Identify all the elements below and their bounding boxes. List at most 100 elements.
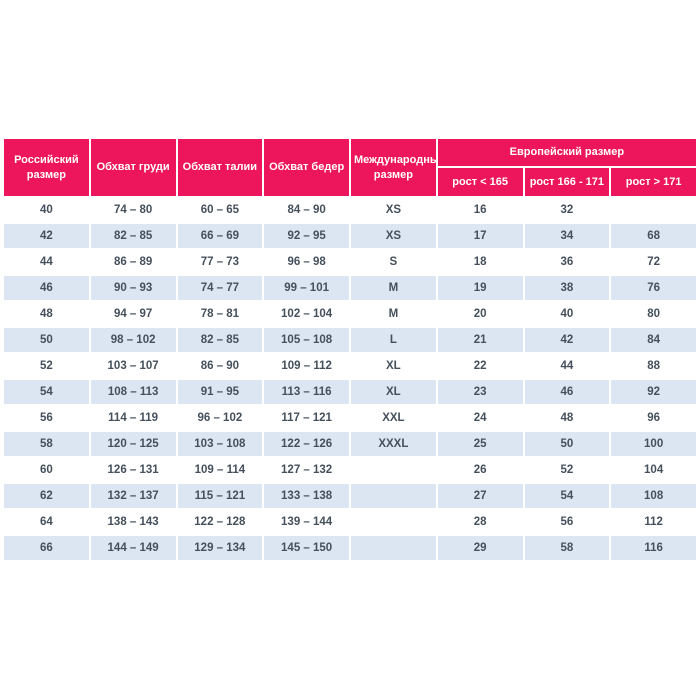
- table-cell: 58: [524, 536, 610, 560]
- table-cell: 115 – 121: [177, 484, 263, 508]
- table-cell: XXXL: [351, 432, 436, 456]
- table-cell: [351, 484, 436, 508]
- table-cell: XS: [351, 224, 436, 248]
- table-cell: 84 – 90: [264, 198, 349, 222]
- table-row: 52 103 – 107 86 – 90 109 – 112 XL 22 44 88: [4, 354, 696, 378]
- table-cell: 76: [611, 276, 696, 300]
- table-cell: 77 – 73: [177, 250, 263, 274]
- table-cell: 20: [437, 302, 523, 326]
- table-cell: 78 – 81: [177, 302, 263, 326]
- size-chart-table: Российский размер Обхват груди Обхват та…: [2, 137, 698, 562]
- table-cell: 44: [524, 354, 610, 378]
- table-cell: 60 – 65: [177, 198, 263, 222]
- table-cell: 56: [4, 406, 89, 430]
- col-header-hips: Обхват бедер: [264, 139, 349, 196]
- table-cell: 122 – 128: [177, 510, 263, 534]
- table-cell: 117 – 121: [264, 406, 349, 430]
- table-cell: 96 – 98: [264, 250, 349, 274]
- table-cell: 21: [437, 328, 523, 352]
- table-cell: [611, 198, 696, 222]
- col-header-waist: Обхват талии: [177, 139, 263, 196]
- table-cell: 54: [524, 484, 610, 508]
- table-cell: 64: [4, 510, 89, 534]
- table-cell: 127 – 132: [264, 458, 349, 482]
- table-row: 54 108 – 113 91 – 95 113 – 116 XL 23 46 92: [4, 380, 696, 404]
- table-cell: 74 – 77: [177, 276, 263, 300]
- table-row: 62 132 – 137 115 – 121 133 – 138 27 54 108: [4, 484, 696, 508]
- table-cell: 120 – 125: [90, 432, 176, 456]
- table-cell: 112: [611, 510, 696, 534]
- table-cell: 82 – 85: [177, 328, 263, 352]
- table-cell: 29: [437, 536, 523, 560]
- table-cell: 62: [4, 484, 89, 508]
- table-cell: 40: [524, 302, 610, 326]
- size-chart-body: 40 74 – 80 60 – 65 84 – 90 XS 16 32 42 82 – 85 66…: [4, 198, 696, 560]
- table-cell: 22: [437, 354, 523, 378]
- table-cell: L: [351, 328, 436, 352]
- table-row: 48 94 – 97 78 – 81 102 – 104 M 20 40 80: [4, 302, 696, 326]
- table-cell: 52: [524, 458, 610, 482]
- table-cell: 34: [524, 224, 610, 248]
- table-cell: M: [351, 302, 436, 326]
- table-cell: XS: [351, 198, 436, 222]
- table-row: 66 144 – 149 129 – 134 145 – 150 29 58 116: [4, 536, 696, 560]
- table-cell: [351, 510, 436, 534]
- table-row: 50 98 – 102 82 – 85 105 – 108 L 21 42 84: [4, 328, 696, 352]
- table-cell: [351, 458, 436, 482]
- table-row: 44 86 – 89 77 – 73 96 – 98 S 18 36 72: [4, 250, 696, 274]
- table-cell: 82 – 85: [90, 224, 176, 248]
- table-cell: 50: [4, 328, 89, 352]
- table-cell: 139 – 144: [264, 510, 349, 534]
- col-header-height-lt-165: рост < 165: [437, 168, 523, 196]
- table-cell: 42: [4, 224, 89, 248]
- table-cell: 74 – 80: [90, 198, 176, 222]
- table-cell: 98 – 102: [90, 328, 176, 352]
- table-cell: 19: [437, 276, 523, 300]
- table-cell: 48: [524, 406, 610, 430]
- col-header-chest: Обхват груди: [90, 139, 176, 196]
- table-cell: 60: [4, 458, 89, 482]
- table-cell: 94 – 97: [90, 302, 176, 326]
- table-cell: XL: [351, 380, 436, 404]
- table-cell: 145 – 150: [264, 536, 349, 560]
- col-header-european-size-group: Европейский размер: [437, 139, 696, 166]
- table-cell: 66: [4, 536, 89, 560]
- table-row: 60 126 – 131 109 – 114 127 – 132 26 52 104: [4, 458, 696, 482]
- table-cell: 99 – 101: [264, 276, 349, 300]
- table-cell: 25: [437, 432, 523, 456]
- table-cell: 66 – 69: [177, 224, 263, 248]
- table-cell: 86 – 90: [177, 354, 263, 378]
- table-cell: 92: [611, 380, 696, 404]
- size-chart-header: Российский размер Обхват груди Обхват та…: [4, 139, 696, 196]
- table-cell: 105 – 108: [264, 328, 349, 352]
- table-cell: 54: [4, 380, 89, 404]
- table-cell: S: [351, 250, 436, 274]
- table-cell: 103 – 108: [177, 432, 263, 456]
- table-cell: 132 – 137: [90, 484, 176, 508]
- table-cell: 122 – 126: [264, 432, 349, 456]
- table-row: 64 138 – 143 122 – 128 139 – 144 28 56 112: [4, 510, 696, 534]
- table-cell: 58: [4, 432, 89, 456]
- table-cell: 103 – 107: [90, 354, 176, 378]
- table-cell: 80: [611, 302, 696, 326]
- table-cell: 144 – 149: [90, 536, 176, 560]
- table-cell: 138 – 143: [90, 510, 176, 534]
- table-cell: 23: [437, 380, 523, 404]
- table-cell: 16: [437, 198, 523, 222]
- table-cell: 108 – 113: [90, 380, 176, 404]
- table-cell: 52: [4, 354, 89, 378]
- table-cell: 96 – 102: [177, 406, 263, 430]
- col-header-height-gt-171: рост > 171: [611, 168, 696, 196]
- col-header-international-size: Международный размер: [351, 139, 436, 196]
- table-cell: 24: [437, 406, 523, 430]
- table-cell: 88: [611, 354, 696, 378]
- table-cell: 40: [4, 198, 89, 222]
- table-cell: 36: [524, 250, 610, 274]
- table-cell: 109 – 112: [264, 354, 349, 378]
- table-cell: 48: [4, 302, 89, 326]
- table-cell: [351, 536, 436, 560]
- table-cell: 46: [4, 276, 89, 300]
- size-chart-container: Российский размер Обхват груди Обхват та…: [0, 137, 700, 562]
- table-cell: 129 – 134: [177, 536, 263, 560]
- table-cell: 18: [437, 250, 523, 274]
